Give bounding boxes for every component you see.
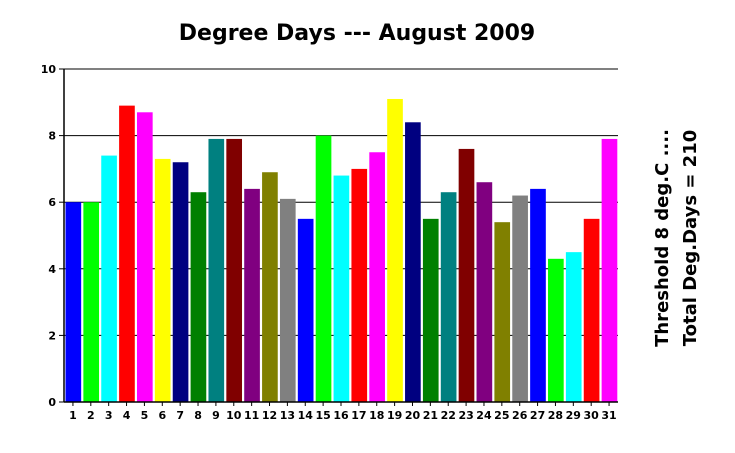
bar-day-13 bbox=[279, 198, 296, 402]
bar-day-28 bbox=[548, 258, 564, 402]
x-tick-labels: 1 2 3 4 5 6 7 8 9 10 11 12 13 14 15 16 17 18 19 20 21 22 23 24 2… bbox=[69, 402, 617, 422]
bar-day-12 bbox=[262, 172, 278, 402]
x-tick-label-4: 4 bbox=[123, 409, 131, 422]
x-tick-label-5: 5 bbox=[141, 409, 149, 422]
x-tick-label-8: 8 bbox=[194, 409, 202, 422]
bar-day-24 bbox=[476, 182, 493, 402]
annotation-group: Threshold 8 deg.C .... Total Deg.Days = … bbox=[652, 129, 701, 347]
bar-day-29 bbox=[565, 252, 582, 402]
x-tick-label-31: 31 bbox=[601, 409, 616, 422]
y-tick-label-8: 8 bbox=[48, 130, 56, 143]
x-tick-label-21: 21 bbox=[423, 409, 438, 422]
x-tick-label-18: 18 bbox=[369, 409, 384, 422]
x-tick-label-6: 6 bbox=[158, 409, 166, 422]
x-tick-label-30: 30 bbox=[584, 409, 600, 422]
bar-day-31 bbox=[601, 138, 618, 402]
x-tick-label-24: 24 bbox=[476, 409, 492, 422]
x-tick-label-16: 16 bbox=[333, 409, 349, 422]
x-tick-label-23: 23 bbox=[458, 409, 473, 422]
x-tick-label-11: 11 bbox=[244, 409, 259, 422]
total-annotation: Total Deg.Days = 210 bbox=[680, 130, 701, 346]
bar-day-22 bbox=[440, 192, 457, 402]
x-tick-label-10: 10 bbox=[226, 409, 242, 422]
x-tick-label-26: 26 bbox=[512, 409, 528, 422]
x-tick-label-28: 28 bbox=[548, 409, 563, 422]
bar-day-1 bbox=[65, 202, 82, 402]
x-tick-label-2: 2 bbox=[87, 409, 95, 422]
y-tick-label-4: 4 bbox=[48, 263, 56, 276]
x-tick-label-12: 12 bbox=[262, 409, 277, 422]
bars bbox=[65, 98, 618, 402]
bar-day-2 bbox=[83, 202, 100, 402]
bar-day-6 bbox=[154, 158, 171, 402]
x-tick-label-9: 9 bbox=[212, 409, 220, 422]
bar-day-9 bbox=[208, 138, 225, 402]
bar-day-4 bbox=[119, 105, 135, 402]
bar-day-10 bbox=[226, 138, 243, 402]
bar-day-25 bbox=[494, 222, 511, 402]
bar-day-19 bbox=[387, 98, 403, 402]
bar-day-7 bbox=[172, 162, 189, 402]
bar-day-20 bbox=[405, 122, 421, 402]
x-tick-label-13: 13 bbox=[280, 409, 295, 422]
bar-day-14 bbox=[297, 218, 314, 402]
x-tick-label-17: 17 bbox=[351, 409, 366, 422]
bar-day-21 bbox=[422, 218, 439, 402]
x-tick-label-1: 1 bbox=[69, 409, 77, 422]
bar-day-18 bbox=[369, 152, 385, 402]
x-tick-label-3: 3 bbox=[105, 409, 113, 422]
bar-day-30 bbox=[583, 218, 600, 402]
x-tick-label-14: 14 bbox=[298, 409, 314, 422]
x-tick-label-19: 19 bbox=[387, 409, 402, 422]
threshold-annotation: Threshold 8 deg.C .... bbox=[652, 129, 673, 347]
x-tick-label-22: 22 bbox=[441, 409, 456, 422]
bar-day-23 bbox=[458, 148, 475, 402]
x-tick-label-20: 20 bbox=[405, 409, 421, 422]
x-tick-label-7: 7 bbox=[176, 409, 184, 422]
bar-day-11 bbox=[244, 188, 260, 402]
bar-day-17 bbox=[351, 168, 368, 402]
y-tick-label-10: 10 bbox=[41, 63, 57, 76]
y-tick-label-6: 6 bbox=[48, 196, 56, 209]
chart-title: Degree Days --- August 2009 bbox=[179, 21, 535, 46]
x-tick-label-29: 29 bbox=[566, 409, 581, 422]
y-tick-label-0: 0 bbox=[48, 396, 56, 409]
bar-day-5 bbox=[136, 112, 153, 402]
bar-day-8 bbox=[190, 192, 207, 402]
y-tick-labels: 0 2 4 6 8 10 bbox=[41, 63, 64, 409]
bar-day-26 bbox=[512, 195, 528, 402]
bar-day-3 bbox=[101, 155, 117, 402]
bar-day-15 bbox=[315, 135, 332, 402]
x-tick-label-25: 25 bbox=[494, 409, 509, 422]
y-tick-label-2: 2 bbox=[48, 329, 56, 342]
x-tick-label-27: 27 bbox=[530, 409, 545, 422]
bar-day-16 bbox=[333, 175, 350, 402]
bar-day-27 bbox=[530, 188, 546, 402]
x-tick-label-15: 15 bbox=[315, 409, 330, 422]
